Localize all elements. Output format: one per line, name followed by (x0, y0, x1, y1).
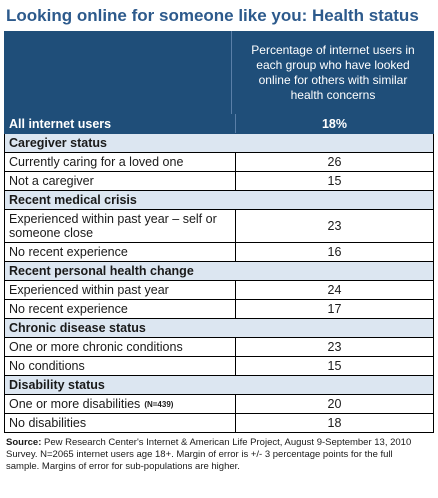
row-label: Experienced within past year (5, 281, 236, 299)
data-table: Percentage of internet users in each gro… (4, 31, 434, 433)
row-label: No disabilities (5, 414, 236, 432)
row-label-cell: One or more disabilities (N=439) (5, 395, 236, 413)
row-value: 24 (327, 283, 342, 297)
row-label: One or more chronic conditions (5, 338, 236, 356)
all-users-value: 18% (321, 116, 348, 131)
table-row: Experienced within past year – self or s… (4, 210, 434, 243)
table-row: No disabilities 18 (4, 414, 434, 433)
section-heading: Disability status (4, 376, 434, 395)
row-value: 15 (327, 359, 342, 373)
header-blank-cell (4, 31, 232, 114)
source-label: Source: (6, 437, 42, 448)
row-value: 20 (327, 397, 342, 411)
table-row: Not a caregiver 15 (4, 172, 434, 191)
row-value: 17 (327, 302, 342, 316)
table-row: No recent experience 16 (4, 243, 434, 262)
row-label: One or more disabilities (9, 397, 141, 411)
table-row: One or more chronic conditions 23 (4, 338, 434, 357)
table-row: One or more disabilities (N=439) 20 (4, 395, 434, 414)
all-users-row: All internet users 18% (4, 114, 434, 134)
row-label: Experienced within past year – self or s… (5, 210, 236, 242)
row-value: 18 (327, 416, 342, 430)
section-heading: Recent personal health change (4, 262, 434, 281)
source-note: Source: Pew Research Center's Internet &… (6, 437, 426, 473)
row-label: No conditions (5, 357, 236, 375)
table-row: No recent experience 17 (4, 300, 434, 319)
section-heading: Chronic disease status (4, 319, 434, 338)
table-row: No conditions 15 (4, 357, 434, 376)
row-note: (N=439) (144, 399, 174, 409)
page-title: Looking online for someone like you: Hea… (6, 6, 419, 25)
row-value: 26 (327, 155, 342, 169)
row-label: No recent experience (5, 243, 236, 261)
row-label: Currently caring for a loved one (5, 153, 236, 171)
column-header: Percentage of internet users in each gro… (251, 42, 415, 102)
table-header: Percentage of internet users in each gro… (4, 31, 434, 114)
table-row: Currently caring for a loved one 26 (4, 153, 434, 172)
row-value: 23 (327, 340, 342, 354)
source-text: Pew Research Center's Internet & America… (6, 437, 412, 472)
section-heading: Recent medical crisis (4, 191, 434, 210)
row-label: No recent experience (5, 300, 236, 318)
row-label: Not a caregiver (5, 172, 236, 190)
row-value: 15 (327, 174, 342, 188)
table-row: Experienced within past year 24 (4, 281, 434, 300)
all-users-label: All internet users (5, 114, 236, 133)
row-value: 23 (327, 219, 342, 233)
row-value: 16 (327, 245, 342, 259)
section-heading: Caregiver status (4, 134, 434, 153)
